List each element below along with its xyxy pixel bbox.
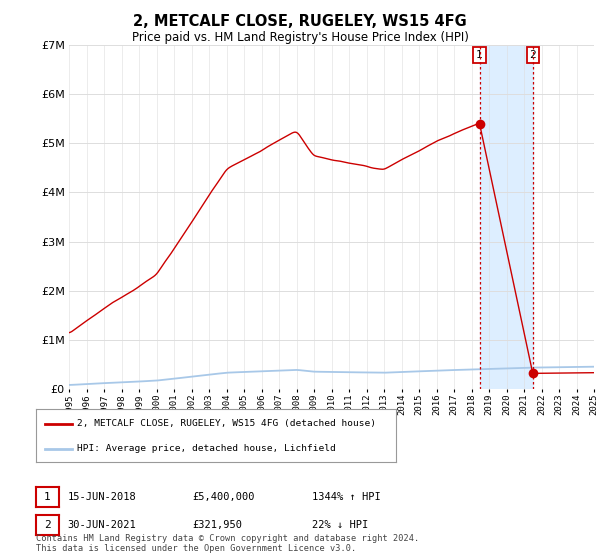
Text: £5,400,000: £5,400,000 — [192, 492, 254, 502]
Text: 22% ↓ HPI: 22% ↓ HPI — [312, 520, 368, 530]
Text: 2, METCALF CLOSE, RUGELEY, WS15 4FG: 2, METCALF CLOSE, RUGELEY, WS15 4FG — [133, 14, 467, 29]
Text: 1: 1 — [44, 492, 51, 502]
Text: 30-JUN-2021: 30-JUN-2021 — [68, 520, 137, 530]
Text: 1: 1 — [476, 50, 483, 60]
Text: Contains HM Land Registry data © Crown copyright and database right 2024.
This d: Contains HM Land Registry data © Crown c… — [36, 534, 419, 553]
Text: 15-JUN-2018: 15-JUN-2018 — [68, 492, 137, 502]
Text: HPI: Average price, detached house, Lichfield: HPI: Average price, detached house, Lich… — [77, 444, 336, 453]
Text: £321,950: £321,950 — [192, 520, 242, 530]
Bar — [479, 45, 533, 389]
Text: 2, METCALF CLOSE, RUGELEY, WS15 4FG (detached house): 2, METCALF CLOSE, RUGELEY, WS15 4FG (det… — [77, 419, 376, 428]
Text: Price paid vs. HM Land Registry's House Price Index (HPI): Price paid vs. HM Land Registry's House … — [131, 31, 469, 44]
Text: 1344% ↑ HPI: 1344% ↑ HPI — [312, 492, 381, 502]
Text: 2: 2 — [529, 50, 536, 60]
Text: 2: 2 — [44, 520, 51, 530]
